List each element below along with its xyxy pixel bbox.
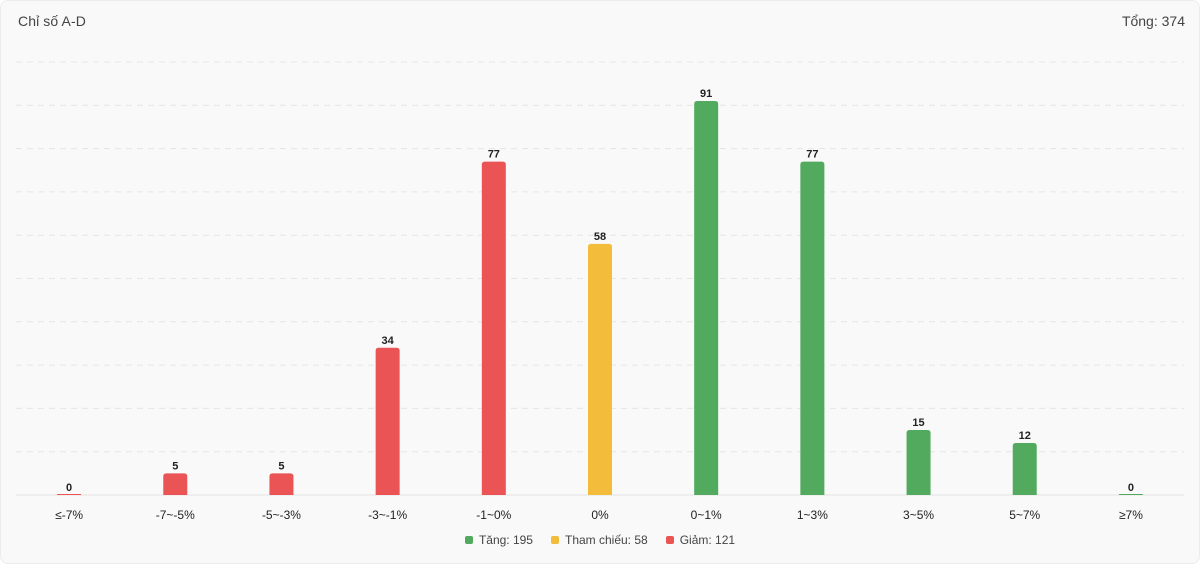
legend-swatch-reference [550, 536, 559, 544]
data-label: 0 [1128, 482, 1134, 494]
x-tick-label: -3~-1% [368, 508, 407, 522]
legend-item-up[interactable]: Tăng: 195 [464, 533, 533, 547]
data-label: 12 [1019, 430, 1031, 442]
bar[interactable] [481, 161, 506, 495]
x-tick-label: 1~3% [797, 508, 828, 522]
data-label: 91 [700, 88, 712, 100]
data-label: 5 [278, 460, 284, 472]
data-label: 58 [594, 231, 606, 243]
data-label: 34 [382, 335, 395, 347]
bar[interactable] [57, 494, 82, 495]
legend-item-reference[interactable]: Tham chiếu: 58 [550, 533, 648, 547]
bar[interactable] [163, 473, 188, 495]
data-label: 15 [912, 417, 924, 429]
data-label: 0 [66, 482, 72, 494]
data-label: 5 [172, 460, 178, 472]
x-tick-label: ≤-7% [55, 508, 83, 522]
x-tick-label: 3~5% [903, 508, 934, 522]
legend-item-down[interactable]: Giảm: 121 [665, 533, 736, 547]
total-count: Tổng: 374 [1121, 13, 1185, 29]
bar[interactable] [800, 161, 825, 495]
bar[interactable] [694, 100, 719, 495]
data-label: 77 [806, 149, 818, 161]
x-tick-label: ≥7% [1119, 508, 1143, 522]
bar[interactable] [906, 430, 931, 495]
legend-label-down: Giảm: 121 [679, 533, 736, 547]
x-tick-label: 0~1% [691, 508, 722, 522]
data-label: 77 [488, 149, 500, 161]
legend-swatch-down [665, 536, 674, 544]
chart-title: Chỉ số A-D [18, 13, 86, 29]
x-tick-label: 0% [591, 508, 609, 522]
legend-label-reference: Tham chiếu: 58 [564, 533, 648, 547]
legend-swatch-up [464, 536, 473, 544]
x-tick-label: -1~0% [476, 508, 511, 522]
x-tick-label: -5~-3% [262, 508, 301, 522]
bar[interactable] [375, 347, 400, 495]
bar[interactable] [269, 473, 294, 495]
x-tick-label: 5~7% [1009, 508, 1040, 522]
legend-label-up: Tăng: 195 [478, 533, 533, 547]
bar[interactable] [1012, 443, 1037, 495]
legend: Tăng: 195 Tham chiếu: 58 Giảm: 121 [0, 533, 1200, 547]
bar[interactable] [588, 243, 612, 495]
bar[interactable] [1118, 494, 1143, 495]
x-tick-label: -7~-5% [156, 508, 195, 522]
